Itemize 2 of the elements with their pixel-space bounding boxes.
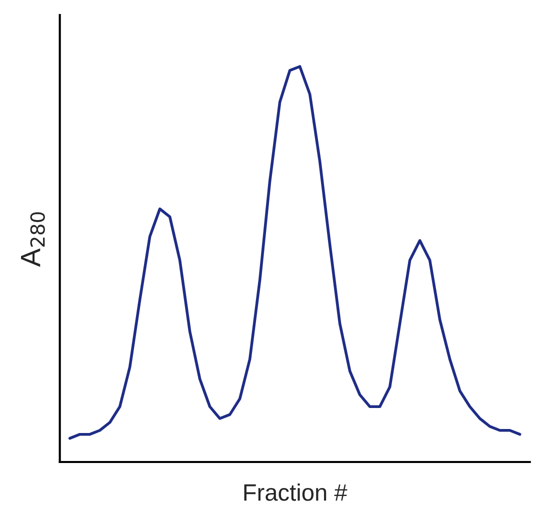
y-axis-title: A$_{280}$ [21,212,45,267]
x-axis-title: Fraction # [244,484,348,501]
